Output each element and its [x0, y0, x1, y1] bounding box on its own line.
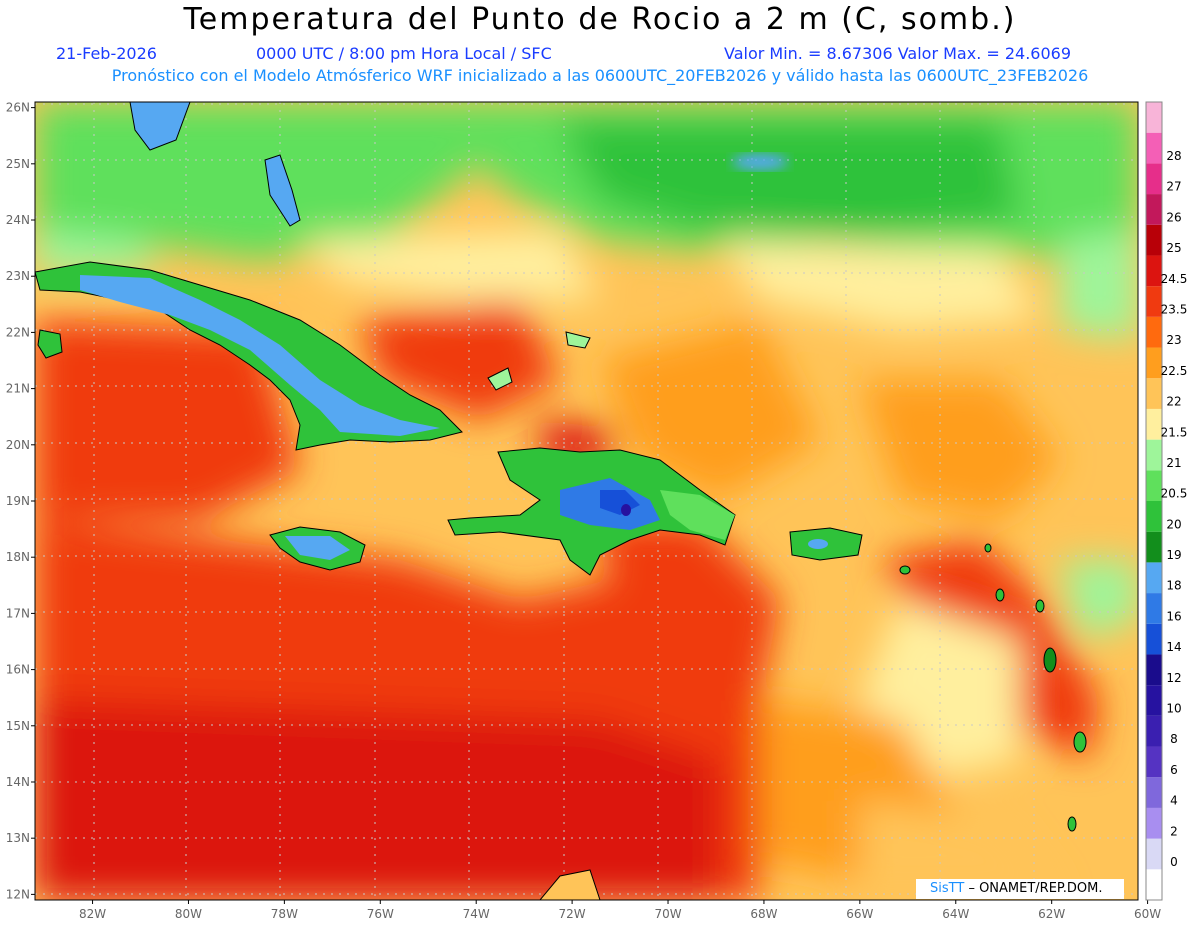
colorbar-label: 21.5 [1161, 425, 1188, 439]
colorbar-label: 21 [1166, 456, 1181, 470]
lon-tick-label: 66W [846, 907, 873, 921]
landmasses [35, 102, 1087, 900]
colorbar-label: 24.5 [1161, 272, 1188, 286]
colorbar-swatch [1146, 316, 1162, 348]
colorbar-label: 16 [1166, 609, 1181, 623]
credit-box: SisTT – ONAMET/REP.DOM. [916, 879, 1124, 899]
colorbar-swatch [1146, 685, 1162, 716]
colorbar-swatch [1146, 501, 1162, 532]
lon-tick-label: 62W [1038, 907, 1065, 921]
time-label: 0000 UTC / 8:00 pm Hora Local / SFC [256, 44, 552, 63]
colorbar-label: 2 [1170, 824, 1178, 838]
colorbar-swatch [1146, 102, 1162, 133]
lat-tick-label: 19N [6, 494, 30, 508]
colorbar-label: 18 [1166, 579, 1181, 593]
colorbar-label: 23.5 [1161, 303, 1188, 317]
colorbar-swatch [1146, 715, 1162, 747]
lat-tick-label: 12N [6, 887, 30, 901]
min-max-label: Valor Min. = 8.67306 Valor Max. = 24.606… [724, 44, 1072, 63]
lat-tick-label: 23N [6, 269, 30, 283]
colorbar-swatch [1146, 746, 1162, 778]
colorbar-label: 20 [1166, 517, 1181, 531]
colorbar-swatch [1146, 163, 1162, 195]
lat-tick-label: 16N [6, 663, 30, 677]
colorbar [1145, 101, 1163, 901]
shaded-field [35, 102, 1138, 900]
colorbar-label: 26 [1166, 210, 1181, 224]
lat-tick-label: 13N [6, 831, 30, 845]
colorbar-swatch [1146, 531, 1162, 563]
colorbar-label: 20.5 [1161, 487, 1188, 501]
lat-tick-label: 21N [6, 382, 30, 396]
colorbar-labels: 0 2 4 6 8 10 12 14 16 18 19 20 20.5 21 21.5 22 22.5 23 23.… [1161, 149, 1188, 869]
colorbar-label: 14 [1166, 640, 1181, 654]
colorbar-swatch [1146, 286, 1162, 317]
colorbar-swatch [1146, 132, 1162, 164]
colorbar-swatch [1146, 593, 1162, 624]
colorbar-label: 0 [1170, 855, 1178, 869]
lon-tick-label: 70W [654, 907, 681, 921]
lon-tick-label: 72W [559, 907, 586, 921]
colorbar-swatch [1146, 224, 1162, 256]
lon-tick-label: 76W [367, 907, 394, 921]
colorbar-swatch [1146, 255, 1162, 287]
lon-tick-label: 74W [463, 907, 490, 921]
colorbar-swatch [1146, 408, 1162, 440]
lon-tick-label: 80W [175, 907, 202, 921]
longitude-axis: 82W 80W 78W 76W 74W 72W 70W 68W 66W 64W 62W 60W [79, 900, 1161, 921]
colorbar-swatch [1146, 378, 1162, 409]
lat-tick-label: 18N [6, 550, 30, 564]
lon-tick-label: 78W [271, 907, 298, 921]
colorbar-swatch [1146, 807, 1162, 839]
colorbar-label: 22.5 [1161, 364, 1188, 378]
credit-text: – ONAMET/REP.DOM. [968, 881, 1103, 896]
colorbar-label: 10 [1166, 702, 1181, 716]
colorbar-swatch [1146, 777, 1162, 808]
colorbar-swatch [1146, 623, 1162, 655]
date-label: 21-Feb-2026 [56, 44, 157, 63]
lon-tick-label: 60W [1134, 907, 1161, 921]
colorbar-label: 8 [1170, 732, 1178, 746]
map-title: Temperatura del Punto de Rocio a 2 m (C,… [183, 2, 1017, 37]
colorbar-label: 28 [1166, 149, 1181, 163]
grid-lines [35, 102, 1138, 900]
colorbar-label: 27 [1166, 180, 1181, 194]
lat-tick-label: 25N [6, 157, 30, 171]
colorbar-label: 4 [1170, 794, 1178, 808]
lat-tick-label: 17N [6, 606, 30, 620]
colorbar-swatch [1146, 347, 1162, 379]
colorbar-label: 23 [1166, 333, 1181, 347]
colorbar-swatch [1146, 562, 1162, 594]
credit-brand: SisTT [930, 881, 965, 896]
latitude-axis: 12N 13N 14N 15N 16N 17N 18N 19N 20N 21N 22N 23N 24N 2… [6, 101, 35, 901]
lat-tick-label: 24N [6, 213, 30, 227]
lat-tick-label: 20N [6, 438, 30, 452]
colorbar-swatch [1146, 470, 1162, 501]
colorbar-label: 25 [1166, 241, 1181, 255]
colorbar-swatch [1146, 869, 1162, 900]
lat-tick-label: 14N [6, 775, 30, 789]
lat-tick-label: 26N [6, 101, 30, 115]
lat-tick-label: 22N [6, 325, 30, 339]
colorbar-swatch [1146, 194, 1162, 225]
lon-tick-label: 64W [942, 907, 969, 921]
lat-tick-label: 15N [6, 719, 30, 733]
lon-tick-label: 82W [79, 907, 106, 921]
lon-tick-label: 68W [750, 907, 777, 921]
colorbar-swatch [1146, 838, 1162, 870]
colorbar-label: 12 [1166, 671, 1181, 685]
colorbar-swatch [1146, 654, 1162, 686]
colorbar-label: 6 [1170, 763, 1178, 777]
colorbar-label: 22 [1166, 395, 1181, 409]
colorbar-swatch [1146, 439, 1162, 471]
forecast-subtitle: Pronóstico con el Modelo Atmósferico WRF… [111, 66, 1089, 85]
colorbar-label: 19 [1166, 548, 1181, 562]
